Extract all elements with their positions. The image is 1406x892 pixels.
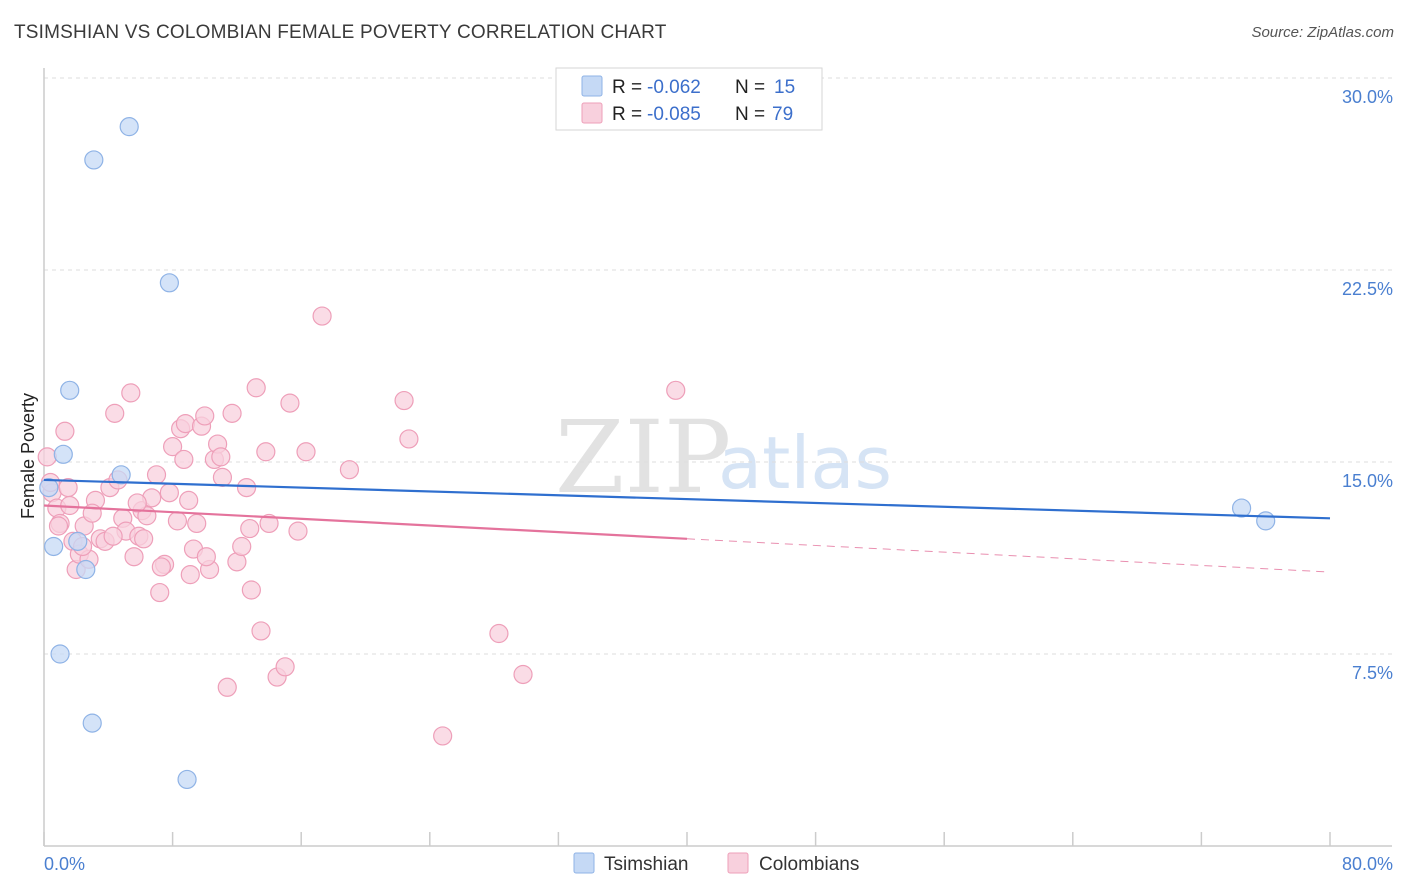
colombian-point xyxy=(217,677,237,697)
watermark-atlas: atlas xyxy=(718,421,892,505)
colombian-point xyxy=(175,414,196,434)
colombian-point xyxy=(288,521,308,541)
colombian-point xyxy=(240,518,260,539)
colombian-point xyxy=(399,429,419,449)
tsimshian-point xyxy=(76,559,96,580)
colombian-point xyxy=(280,393,300,413)
legend-r-value-tsimshian: -0.062 xyxy=(647,77,701,98)
colombian-point xyxy=(37,447,57,467)
legend-n-label-colombians: N = xyxy=(735,104,765,125)
colombian-trend-line-dashed xyxy=(686,538,1331,573)
series-legend-label-colombians: Colombians xyxy=(759,854,859,875)
tsimshian-point xyxy=(39,478,59,498)
colombian-point xyxy=(159,483,179,503)
tsimshian-point xyxy=(84,150,104,170)
colombian-point xyxy=(275,657,295,677)
colombian-point xyxy=(105,403,125,423)
tsimshian-point xyxy=(1256,511,1276,531)
stats-legend: R = -0.062 N = 15 R = -0.085 N = 79 xyxy=(555,67,823,131)
series-legend: Tsimshian Colombians xyxy=(573,852,859,875)
colombian-point xyxy=(196,547,216,567)
colombian-point xyxy=(174,449,194,470)
colombian-point xyxy=(241,580,261,600)
colombian-point xyxy=(151,557,171,577)
colombian-point xyxy=(489,623,509,644)
colombian-point xyxy=(146,465,167,485)
colombian-trend-line xyxy=(43,504,688,540)
colombian-point xyxy=(179,490,199,510)
legend-swatch-tsimshian xyxy=(581,75,603,97)
colombian-point xyxy=(251,621,271,641)
tsimshian-point xyxy=(82,713,102,733)
tsimshian-point xyxy=(68,531,88,551)
scatter-points xyxy=(37,117,1276,790)
legend-r-label-colombians: R = xyxy=(612,104,642,125)
colombian-point xyxy=(127,493,147,513)
legend-n-value-colombians: 79 xyxy=(772,104,793,125)
colombian-point xyxy=(124,547,144,567)
tsimshian-point xyxy=(44,536,64,557)
legend-r-label-tsimshian: R = xyxy=(612,77,642,98)
y-tick-label: 22.5% xyxy=(1342,279,1393,299)
colombian-point xyxy=(48,516,69,536)
colombian-point xyxy=(55,421,75,441)
colombian-point xyxy=(312,306,332,326)
colombian-point xyxy=(187,513,207,534)
colombian-point xyxy=(180,565,200,585)
y-tick-label: 30.0% xyxy=(1342,87,1393,107)
gridlines xyxy=(44,77,1392,655)
colombian-point xyxy=(433,726,453,746)
colombian-point xyxy=(666,380,686,400)
colombian-point xyxy=(150,582,170,603)
colombian-point xyxy=(121,383,141,403)
trend-lines xyxy=(43,478,1331,573)
tsimshian-point xyxy=(177,769,197,790)
tsimshian-point xyxy=(111,465,131,485)
colombian-point xyxy=(232,536,252,557)
legend-swatch-colombians xyxy=(581,102,603,124)
colombian-point xyxy=(163,437,183,457)
legend-n-value-tsimshian: 15 xyxy=(774,77,795,98)
series-legend-swatch-tsimshian xyxy=(573,852,595,874)
tsimshian-point xyxy=(119,117,139,137)
legend-r-value-colombians: -0.085 xyxy=(647,104,701,125)
colombian-point xyxy=(256,442,276,462)
y-tick-label: 15.0% xyxy=(1342,471,1393,491)
colombian-point xyxy=(134,529,154,549)
colombian-point xyxy=(222,403,242,423)
colombian-point xyxy=(394,390,414,411)
y-axis-title: Female Poverty xyxy=(18,393,38,519)
chart-title: TSIMSHIAN VS COLOMBIAN FEMALE POVERTY CO… xyxy=(14,22,667,43)
x-tick-label: 0.0% xyxy=(44,854,85,874)
colombian-point xyxy=(195,406,215,426)
tsimshian-point xyxy=(159,273,179,293)
colombian-point xyxy=(296,442,316,462)
legend-n-label-tsimshian: N = xyxy=(735,77,765,98)
colombian-point xyxy=(236,478,257,498)
series-legend-swatch-colombians xyxy=(727,852,749,874)
colombian-point xyxy=(259,513,279,534)
tsimshian-point xyxy=(50,644,70,664)
series-legend-label-tsimshian: Tsimshian xyxy=(604,854,688,875)
colombian-point xyxy=(211,447,231,467)
x-tick-label: 80.0% xyxy=(1342,854,1393,874)
tick-labels: 7.5% 15.0% 22.5% 30.0% 0.0% 80.0% xyxy=(44,87,1393,874)
colombian-point xyxy=(246,378,266,398)
tsimshian-point xyxy=(1231,498,1252,518)
colombian-point xyxy=(167,511,188,531)
tsimshian-trend-line xyxy=(43,478,1331,520)
colombian-point xyxy=(513,664,533,685)
tsimshian-point xyxy=(53,444,73,464)
colombian-point xyxy=(339,460,360,480)
tsimshian-point xyxy=(60,380,80,400)
colombian-point xyxy=(103,526,123,546)
y-tick-label: 7.5% xyxy=(1352,663,1393,683)
colombian-point xyxy=(212,467,233,487)
chart-source: Source: ZipAtlas.com xyxy=(1251,24,1394,41)
